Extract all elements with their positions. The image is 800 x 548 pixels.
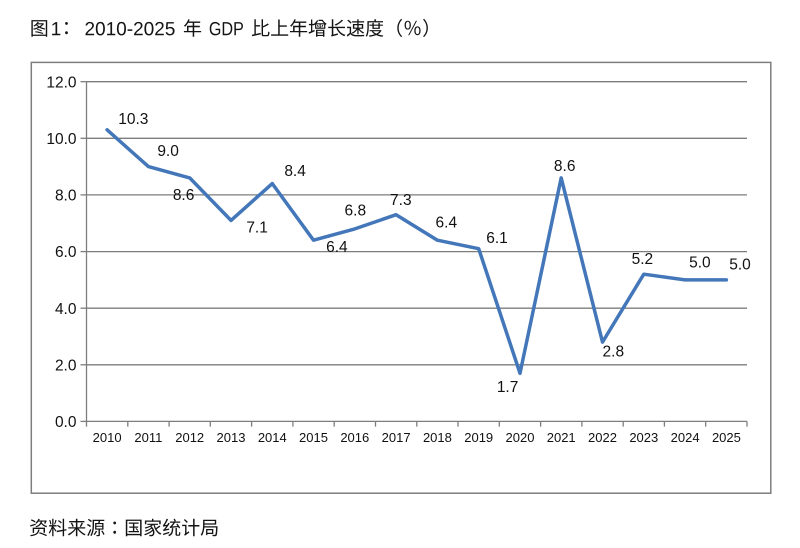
svg-text:2018: 2018 [423, 430, 452, 445]
svg-text:0.0: 0.0 [55, 414, 77, 431]
svg-text:2011: 2011 [134, 430, 162, 445]
svg-text:2024: 2024 [671, 430, 700, 445]
svg-text:2023: 2023 [629, 430, 658, 445]
svg-text:7.1: 7.1 [246, 220, 268, 237]
svg-text:2.8: 2.8 [603, 344, 625, 361]
svg-text:2022: 2022 [588, 430, 617, 445]
svg-text:2025: 2025 [712, 430, 741, 445]
svg-text:10.3: 10.3 [118, 111, 148, 128]
svg-text:2017: 2017 [382, 430, 411, 445]
svg-text:8.6: 8.6 [173, 187, 195, 204]
svg-text:5.0: 5.0 [689, 255, 711, 272]
svg-text:8.0: 8.0 [55, 188, 77, 205]
svg-text:6.8: 6.8 [345, 202, 367, 219]
svg-text:2010: 2010 [93, 430, 122, 445]
svg-text:2016: 2016 [340, 430, 369, 445]
svg-text:2014: 2014 [258, 430, 287, 445]
svg-text:12.0: 12.0 [46, 74, 77, 91]
svg-text:2015: 2015 [299, 430, 328, 445]
svg-text:2020: 2020 [506, 430, 535, 445]
svg-text:8.6: 8.6 [554, 158, 576, 175]
svg-text:6.0: 6.0 [55, 244, 77, 261]
svg-text:2021: 2021 [547, 430, 576, 445]
svg-text:4.0: 4.0 [55, 301, 77, 318]
svg-text:1.7: 1.7 [497, 379, 519, 396]
svg-text:2019: 2019 [464, 430, 493, 445]
svg-text:10.0: 10.0 [46, 131, 77, 148]
svg-text:8.4: 8.4 [284, 163, 306, 180]
svg-text:2013: 2013 [217, 430, 246, 445]
svg-text:5.0: 5.0 [729, 256, 751, 273]
svg-text:5.2: 5.2 [632, 251, 654, 268]
svg-text:6.1: 6.1 [486, 230, 508, 247]
svg-text:2.0: 2.0 [55, 357, 77, 374]
svg-text:6.4: 6.4 [436, 215, 458, 232]
svg-text:6.4: 6.4 [326, 239, 348, 256]
svg-text:7.3: 7.3 [390, 192, 412, 209]
svg-text:2012: 2012 [175, 430, 204, 445]
svg-text:9.0: 9.0 [157, 143, 179, 160]
